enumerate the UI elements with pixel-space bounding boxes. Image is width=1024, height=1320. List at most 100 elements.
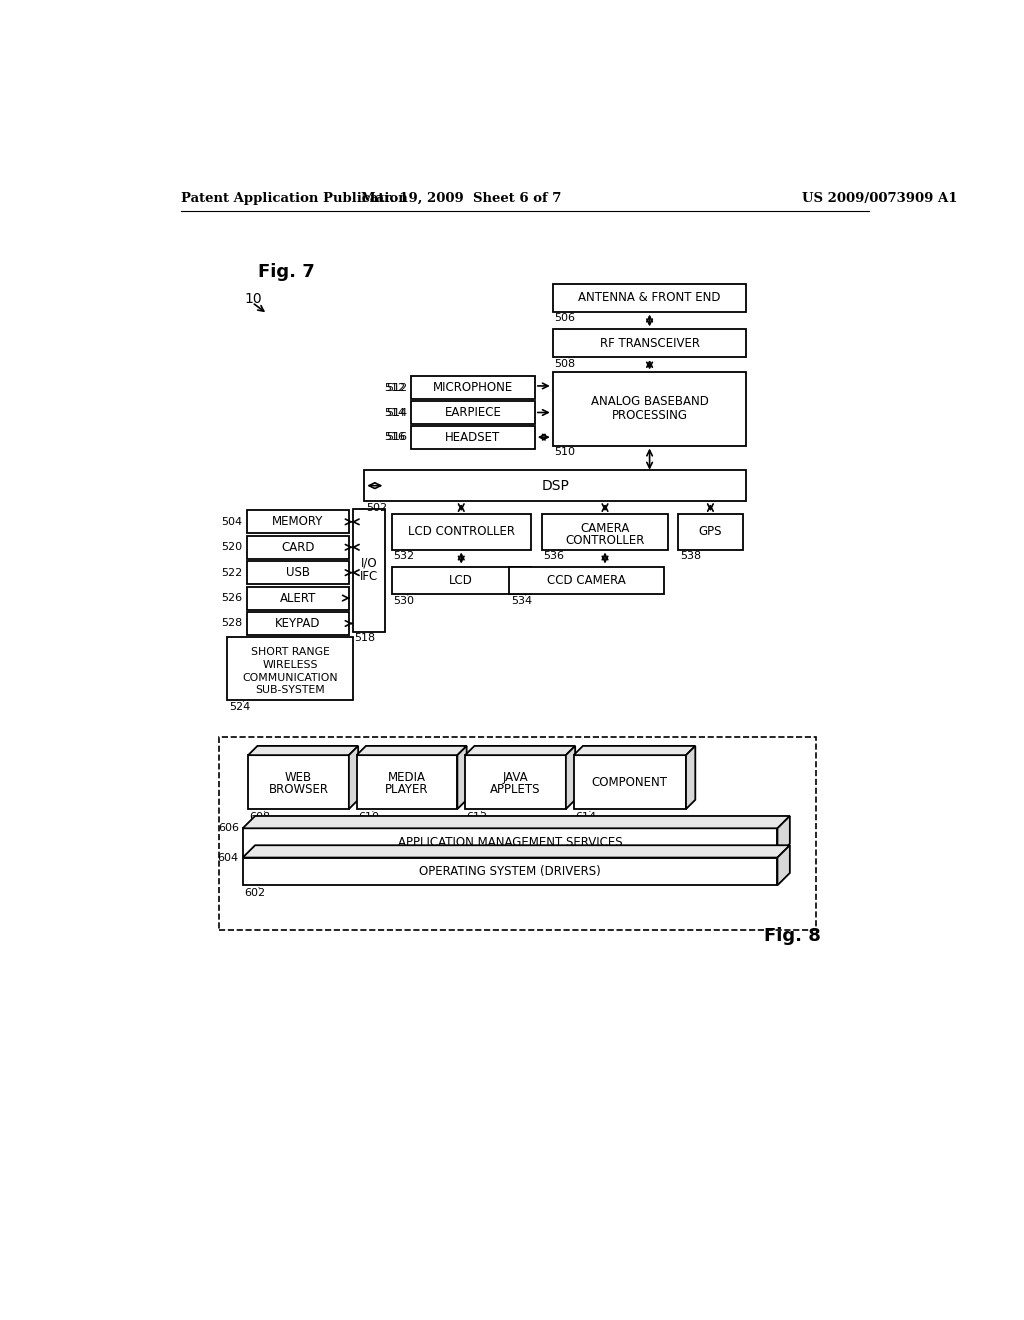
Polygon shape <box>458 746 467 809</box>
Polygon shape <box>573 746 695 755</box>
Text: MEMORY: MEMORY <box>272 515 324 528</box>
Text: 518: 518 <box>354 634 376 643</box>
Polygon shape <box>356 746 467 755</box>
Text: USB: USB <box>286 566 309 579</box>
Text: 522: 522 <box>221 568 243 578</box>
Text: 508: 508 <box>554 359 575 368</box>
Bar <box>411 401 535 424</box>
Text: 516: 516 <box>386 432 407 442</box>
Text: ALERT: ALERT <box>280 591 316 605</box>
Text: OPERATING SYSTEM (DRIVERS): OPERATING SYSTEM (DRIVERS) <box>419 865 601 878</box>
Text: WIRELESS: WIRELESS <box>262 660 317 671</box>
Polygon shape <box>686 746 695 809</box>
Text: Fig. 8: Fig. 8 <box>764 927 820 945</box>
Bar <box>553 284 746 312</box>
Text: COMMUNICATION: COMMUNICATION <box>242 673 338 684</box>
Text: 526: 526 <box>221 593 243 603</box>
Bar <box>573 755 686 809</box>
Text: BROWSER: BROWSER <box>268 783 329 796</box>
Text: 614: 614 <box>575 812 596 822</box>
Text: LCD: LCD <box>450 574 473 587</box>
Text: 528: 528 <box>221 619 243 628</box>
Text: EARPIECE: EARPIECE <box>444 407 502 418</box>
Text: 502: 502 <box>366 503 387 512</box>
Text: 512: 512 <box>384 383 406 393</box>
Text: RF TRANSCEIVER: RF TRANSCEIVER <box>600 337 699 350</box>
Polygon shape <box>777 816 790 857</box>
Text: 524: 524 <box>228 702 250 711</box>
Bar <box>243 829 777 857</box>
Bar <box>352 508 385 632</box>
Text: 514: 514 <box>384 408 406 417</box>
Text: GPS: GPS <box>698 525 722 539</box>
Text: SHORT RANGE: SHORT RANGE <box>251 647 330 657</box>
Bar <box>227 638 352 701</box>
Text: LCD CONTROLLER: LCD CONTROLLER <box>408 525 515 539</box>
Text: APPLETS: APPLETS <box>490 783 541 796</box>
Text: 530: 530 <box>393 595 414 606</box>
Bar <box>411 376 535 400</box>
Text: CONTROLLER: CONTROLLER <box>565 533 645 546</box>
Text: PLAYER: PLAYER <box>385 783 429 796</box>
Text: ANALOG BASEBAND: ANALOG BASEBAND <box>591 395 709 408</box>
Text: 504: 504 <box>221 517 243 527</box>
Text: 510: 510 <box>554 447 575 457</box>
Text: COMPONENT: COMPONENT <box>592 776 668 788</box>
Polygon shape <box>777 845 790 886</box>
Text: Mar. 19, 2009  Sheet 6 of 7: Mar. 19, 2009 Sheet 6 of 7 <box>361 191 561 205</box>
Text: APPLICATION MANAGEMENT SERVICES: APPLICATION MANAGEMENT SERVICES <box>397 836 623 849</box>
Text: CARD: CARD <box>281 541 314 554</box>
Text: 520: 520 <box>221 543 243 552</box>
Bar <box>391 566 531 594</box>
Text: 516: 516 <box>384 432 406 442</box>
Text: CAMERA: CAMERA <box>581 523 630 536</box>
Polygon shape <box>243 816 790 829</box>
Text: 610: 610 <box>358 812 379 822</box>
Bar <box>243 858 777 886</box>
Text: 602: 602 <box>245 888 265 899</box>
Bar <box>248 755 349 809</box>
Text: WEB: WEB <box>285 771 312 784</box>
Bar <box>542 515 669 549</box>
Bar <box>365 470 746 502</box>
Text: HEADSET: HEADSET <box>445 430 501 444</box>
Text: 506: 506 <box>554 313 575 323</box>
Bar <box>553 372 746 446</box>
Bar <box>219 738 816 929</box>
Text: ANTENNA & FRONT END: ANTENNA & FRONT END <box>579 292 721 305</box>
Text: 512: 512 <box>386 383 407 393</box>
Text: US 2009/0073909 A1: US 2009/0073909 A1 <box>802 191 957 205</box>
Text: Patent Application Publication: Patent Application Publication <box>180 191 408 205</box>
Bar <box>411 425 535 449</box>
Text: 538: 538 <box>680 552 700 561</box>
Bar <box>391 515 531 549</box>
Text: KEYPAD: KEYPAD <box>275 616 321 630</box>
Bar <box>465 755 566 809</box>
Text: CCD CAMERA: CCD CAMERA <box>548 574 626 587</box>
Bar <box>509 566 665 594</box>
Text: 532: 532 <box>393 552 414 561</box>
Bar <box>247 511 349 533</box>
Bar <box>678 515 742 549</box>
Text: 514: 514 <box>386 408 407 417</box>
Bar <box>247 612 349 635</box>
Text: 10: 10 <box>245 292 262 306</box>
Text: 612: 612 <box>467 812 487 822</box>
Bar <box>247 536 349 558</box>
Text: 536: 536 <box>544 552 564 561</box>
Bar <box>553 330 746 358</box>
Text: 604: 604 <box>218 853 239 862</box>
Bar <box>247 586 349 610</box>
Text: MEDIA: MEDIA <box>388 771 426 784</box>
Polygon shape <box>349 746 358 809</box>
Text: Fig. 7: Fig. 7 <box>258 264 315 281</box>
Text: 608: 608 <box>250 812 270 822</box>
Text: I/O: I/O <box>360 556 377 569</box>
Polygon shape <box>243 845 790 858</box>
Text: IFC: IFC <box>359 570 378 583</box>
Text: DSP: DSP <box>542 479 569 492</box>
Bar <box>356 755 458 809</box>
Text: PROCESSING: PROCESSING <box>611 409 687 421</box>
Polygon shape <box>566 746 575 809</box>
Text: 534: 534 <box>511 595 532 606</box>
